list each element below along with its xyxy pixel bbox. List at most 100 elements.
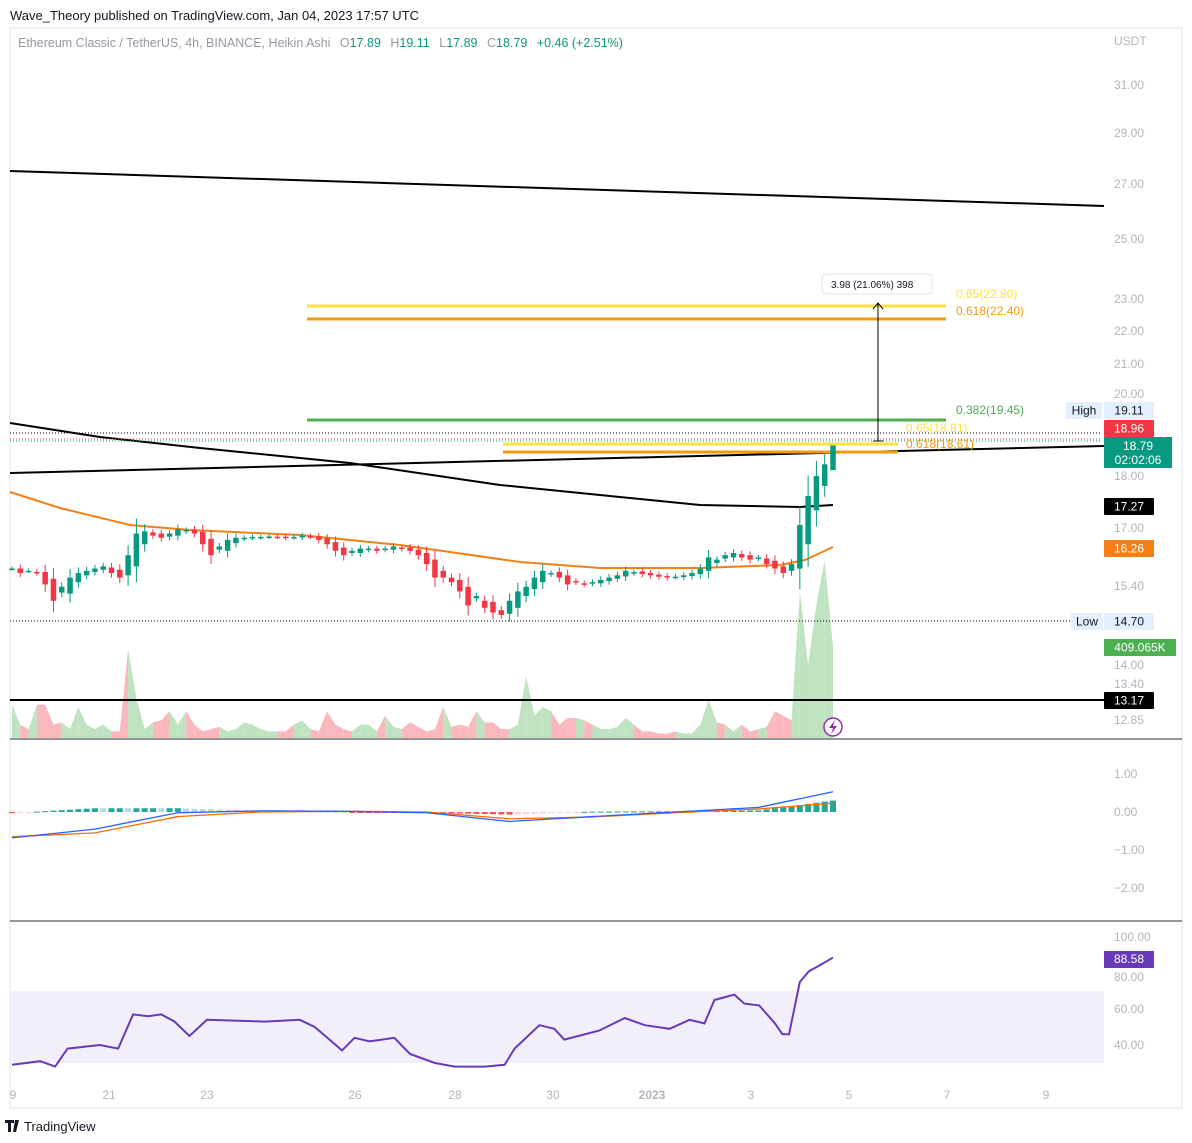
macd-histogram-bar [158,808,165,812]
time-tick-label: 23 [200,1088,214,1102]
candle-body [208,538,214,556]
macd-histogram-bar [133,808,140,812]
fib-level-label: 0.65(22.80) [956,287,1017,301]
macd-histogram-bar [315,811,322,813]
macd-histogram-bar [722,810,729,812]
volume-area [758,726,767,738]
rsi-tag-bg [1104,951,1154,968]
macd-histogram-bar [67,809,74,812]
low-price-tag-bg [1104,613,1154,630]
lightning-glyph-icon [829,720,837,734]
candle-body [821,464,828,486]
candle-body [141,531,148,545]
candle-body [175,529,181,536]
macd-histogram-bar [664,811,671,813]
volume-area [600,729,610,738]
volume-area [327,711,336,738]
price-tick-label: 15.40 [1114,579,1144,593]
candle-body [556,571,563,578]
candle-body [349,550,355,554]
macd-histogram-bar [747,810,754,812]
candle-body [191,529,198,534]
macd-histogram-bar [796,804,803,812]
volume-area [434,706,444,738]
candle-body [42,571,48,585]
price-tick-label: 23.00 [1114,292,1144,306]
macd-histogram-bar [489,812,496,815]
macd-histogram-bar [116,808,123,812]
candle-body [606,577,612,582]
candle-body [432,559,438,578]
high-price-tag: 19.11 [1114,404,1143,418]
volume-area [741,724,751,738]
candle-body [216,546,223,550]
macd-signal-line [11,802,834,838]
candle-body [647,573,654,576]
legend: Ethereum Classic / TetherUS, 4h, BINANCE… [18,36,623,50]
candle-body [233,537,239,544]
volume-area [144,722,153,738]
candle-body [183,530,189,532]
volume-area [509,724,518,738]
price-tick-label: 25.00 [1114,232,1144,246]
volume-area [269,731,278,738]
volume-area [260,729,270,738]
low-label-tag-bg [1071,613,1103,630]
volume-area [401,722,411,738]
macd-histogram-bar [506,812,513,815]
macd-histogram-bar [539,812,546,814]
candle-body [747,555,753,560]
volume-area [70,706,79,738]
candle-body [639,571,646,574]
volume-area [633,724,643,738]
candle-body [722,555,728,559]
macd-line [11,791,834,839]
volume-area [20,724,29,738]
prev-close-tag-bg [1104,420,1154,437]
macd-histogram-bar [655,811,662,813]
candle-body [780,566,786,574]
candle-body [365,548,372,551]
candle-body [150,532,156,536]
candle-body [125,555,131,576]
macd-histogram-bar [91,808,98,812]
candle-body [481,600,488,608]
price-tick-label: 27.00 [1114,177,1144,191]
time-tick-label: 5 [846,1088,853,1102]
volume-area [799,591,809,738]
candle-body [108,567,115,574]
volume-area [692,724,701,738]
volume-area [368,724,377,738]
macd-histogram-bar [166,808,173,812]
volume-area [318,711,328,738]
candle-body [473,596,480,599]
volume-area [667,731,676,738]
volume-area [501,729,510,738]
candle-body [307,536,314,538]
macd-histogram-bar [614,811,621,813]
volume-area [244,722,253,738]
fib-level-label: 0.382(19.45) [956,403,1024,417]
candle-body [25,570,32,573]
macd-histogram-bar [763,809,770,812]
volume-area [211,726,220,738]
volume-area [783,715,792,738]
last-price-tag: 18.79 [1123,439,1153,453]
volume-area [61,722,71,738]
macd-histogram-bar [208,809,215,812]
volume-area [53,722,62,738]
volume-area [277,731,286,738]
macd-histogram-bar [630,811,637,813]
volume-area [28,704,37,738]
arrow-head-icon [872,302,884,310]
volume-tag-bg [1104,639,1176,656]
macd-histogram-bar [365,812,372,813]
ma200-line [9,422,834,509]
volume-area [750,729,759,738]
volume-area [708,700,717,738]
volume-area [609,726,618,738]
time-tick-label: 7 [944,1088,951,1102]
rsi-tick-label: 60.00 [1114,1002,1144,1016]
support-tag: 13.17 [1114,694,1144,708]
